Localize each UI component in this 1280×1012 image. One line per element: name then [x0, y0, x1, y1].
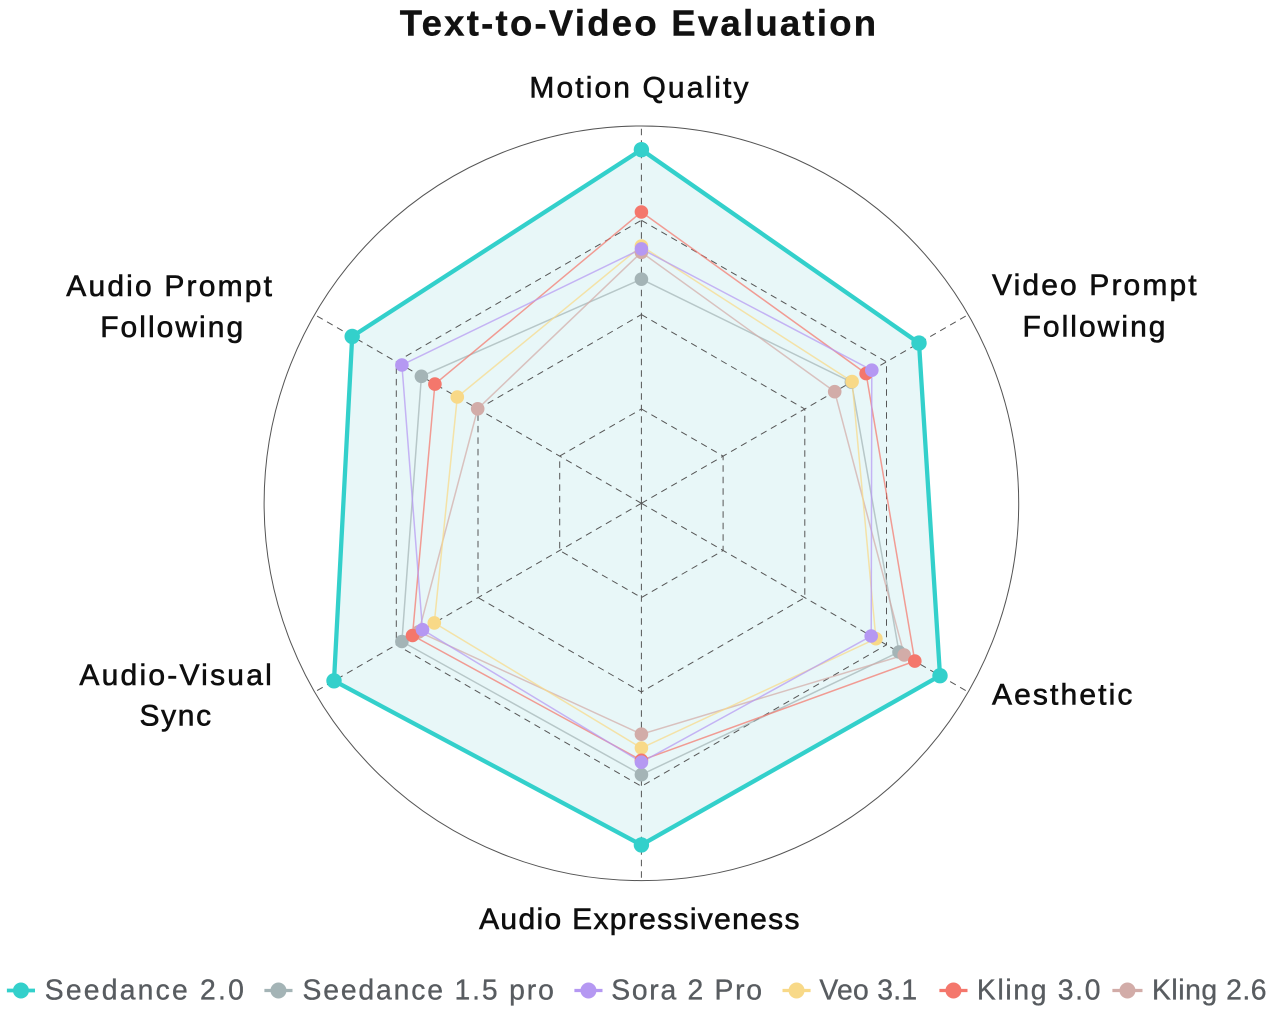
svg-text:Audio Expressiveness: Audio Expressiveness	[479, 903, 801, 936]
svg-text:Sync: Sync	[140, 699, 213, 732]
svg-text:Following: Following	[100, 311, 245, 344]
svg-text:Text-to-Video Evaluation: Text-to-Video Evaluation	[400, 3, 879, 44]
svg-text:Veo 3.1: Veo 3.1	[819, 973, 917, 1005]
svg-text:Audio Prompt: Audio Prompt	[66, 270, 274, 303]
svg-text:Video Prompt: Video Prompt	[992, 269, 1199, 302]
svg-text:Kling 3.0: Kling 3.0	[977, 973, 1102, 1005]
svg-text:Audio-Visual: Audio-Visual	[79, 659, 274, 692]
svg-text:Seedance 2.0: Seedance 2.0	[45, 973, 246, 1005]
svg-text:Following: Following	[1023, 310, 1168, 343]
svg-text:Aesthetic: Aesthetic	[992, 678, 1134, 711]
svg-text:Sora 2 Pro: Sora 2 Pro	[611, 973, 763, 1005]
svg-text:Kling 2.6: Kling 2.6	[1152, 973, 1267, 1005]
svg-text:Seedance 1.5 pro: Seedance 1.5 pro	[303, 973, 556, 1005]
svg-text:Motion Quality: Motion Quality	[529, 72, 750, 105]
